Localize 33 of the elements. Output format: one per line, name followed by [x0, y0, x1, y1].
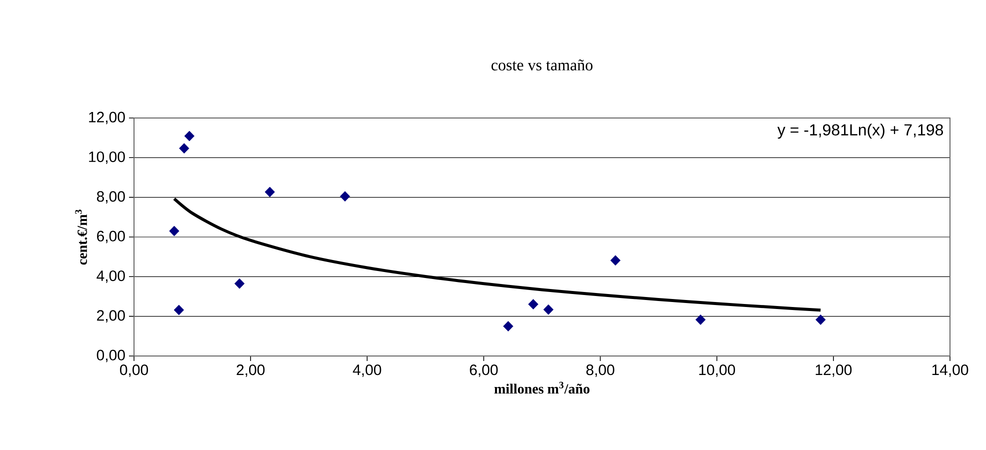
point [695, 314, 706, 325]
y-tick-label: 8,00 [96, 191, 125, 204]
x-tick-label: 4,00 [352, 364, 382, 377]
x-tick-label: 6,00 [470, 364, 498, 377]
point [543, 304, 554, 315]
annotation: y = -1,981Ln(x) + 7,198 [777, 124, 943, 139]
x-tick-label: 14,00 [932, 364, 968, 377]
x-tick-label: 2,00 [236, 364, 265, 377]
line-series [172, 197, 822, 312]
x-tick-label: 12,00 [816, 364, 852, 377]
y-tick-label: 4,00 [96, 270, 125, 283]
y-tick-label: 6,00 [97, 230, 125, 244]
point [184, 130, 194, 142]
point [174, 304, 184, 316]
x-tick-label: 8,00 [586, 364, 614, 377]
point [503, 321, 514, 332]
point [340, 191, 350, 202]
chart-title: coste vs tamaño [492, 60, 592, 70]
point [264, 186, 275, 198]
point [169, 226, 180, 236]
point [179, 143, 190, 154]
y-tick-label: 2,00 [97, 310, 125, 323]
y-tick-label: 12,00 [89, 112, 125, 124]
point [234, 278, 245, 289]
y-axis-title: cent.€/m$^{3}$ [75, 210, 88, 265]
x-tick-label: 10,00 [699, 364, 736, 377]
y-tick-label: 10,00 [89, 151, 125, 164]
point [528, 299, 538, 310]
y-tick-label: 0,00 [96, 350, 125, 362]
point [816, 314, 826, 325]
x-axis-title: millones m$^{3}$/año [494, 382, 590, 394]
point [610, 255, 621, 266]
x-tick-label: 0,00 [120, 364, 148, 377]
